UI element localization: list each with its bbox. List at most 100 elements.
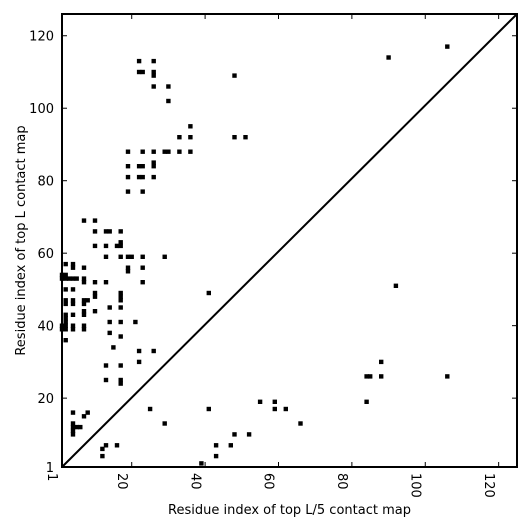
contact-point-top-l <box>63 316 68 321</box>
contact-point-top-l5 <box>70 410 76 415</box>
x-tick-label: 20 <box>114 473 129 490</box>
contact-point-top-l <box>136 164 142 169</box>
diagonal-line <box>61 13 518 468</box>
contact-point-top-l <box>70 301 76 307</box>
contact-point-top-l <box>107 330 112 336</box>
contact-point-top-l5 <box>257 399 263 404</box>
contact-point-top-l <box>81 298 87 303</box>
contact-point-top-l5 <box>379 359 384 365</box>
contact-point-top-l <box>118 254 123 259</box>
contact-point-top-l5 <box>246 432 252 437</box>
contact-point-top-l5 <box>272 399 277 404</box>
contact-point-top-l <box>125 269 131 274</box>
contact-point-top-l <box>103 280 109 285</box>
y-tick-label: 1 <box>46 461 54 476</box>
contact-point-top-l <box>140 69 145 75</box>
contact-point-top-l5 <box>70 421 76 426</box>
contact-point-top-l5 <box>162 421 167 426</box>
contact-point-top-l <box>81 309 87 314</box>
plot-frame <box>61 13 518 468</box>
contact-point-top-l <box>103 229 109 234</box>
contact-point-top-l <box>81 276 87 281</box>
contact-point-top-l <box>63 338 68 343</box>
contact-point-top-l <box>118 229 123 234</box>
contact-point-top-l <box>151 160 156 165</box>
contact-point-top-l <box>92 290 98 296</box>
contact-point-top-l5 <box>103 443 109 448</box>
y-tick-label: 80 <box>37 175 54 190</box>
contact-point-top-l <box>118 298 123 303</box>
contact-point-top-l5 <box>232 432 237 437</box>
contact-point-top-l <box>129 254 134 259</box>
contact-point-top-l <box>70 298 76 303</box>
contact-point-top-l <box>92 294 98 299</box>
contact-point-top-l <box>81 280 87 285</box>
contact-point-top-l <box>103 254 109 259</box>
contact-point-top-l <box>125 164 131 169</box>
contact-point-top-l5 <box>368 374 373 379</box>
contact-point-top-l <box>81 301 87 307</box>
contact-point-top-l <box>177 149 182 154</box>
contact-point-top-l5 <box>78 424 83 430</box>
contact-point-top-l <box>118 334 123 339</box>
contact-point-top-l <box>133 319 138 325</box>
contact-point-top-l <box>151 164 156 169</box>
contact-point-top-l <box>81 312 87 317</box>
contact-point-top-l5 <box>70 424 76 430</box>
contact-point-top-l <box>140 265 145 270</box>
contact-point-top-l <box>140 254 145 259</box>
contact-point-top-l5 <box>85 410 90 415</box>
contact-point-top-l5 <box>114 443 120 448</box>
y-tick-label: 60 <box>37 247 54 262</box>
contact-point-top-l <box>103 363 109 368</box>
contact-point-top-l <box>70 287 76 292</box>
contact-point-top-l5 <box>364 374 369 379</box>
x-tick-label: 80 <box>334 473 349 490</box>
contact-point-top-l <box>63 301 68 307</box>
x-tick-label: 1 <box>44 473 59 481</box>
contact-point-top-l <box>125 149 131 154</box>
contact-point-top-l <box>166 149 171 154</box>
contact-point-top-l <box>125 174 131 180</box>
contact-point-top-l5 <box>81 414 87 419</box>
contact-point-top-l <box>114 243 120 249</box>
contact-point-top-l <box>188 124 193 129</box>
contact-point-top-l <box>103 377 109 383</box>
contact-point-top-l5 <box>100 453 105 459</box>
contact-point-top-l <box>232 73 237 78</box>
x-axis-label: Residue index of top L/5 contact map <box>168 503 411 518</box>
contact-point-top-l <box>63 287 68 292</box>
contact-point-top-l <box>232 135 237 140</box>
contact-point-top-l <box>118 294 123 299</box>
contact-point-top-l <box>81 323 87 328</box>
contact-point-top-l <box>103 243 109 249</box>
contact-point-top-l <box>136 174 142 180</box>
contact-point-top-l <box>118 305 123 310</box>
contact-point-top-l <box>125 265 131 270</box>
contact-point-top-l <box>63 312 68 317</box>
contact-point-top-l5 <box>70 432 76 437</box>
contact-point-top-l5 <box>445 44 450 49</box>
contact-point-top-l5 <box>70 428 76 433</box>
contact-point-top-l <box>118 377 123 383</box>
contact-point-top-l <box>151 58 156 64</box>
y-axis-label: Residue index of top L contact map <box>14 125 29 355</box>
contact-point-top-l <box>243 135 248 140</box>
x-axis: 1 20 40 60 80 100 120 <box>44 14 500 498</box>
contact-point-top-l <box>70 327 76 332</box>
contact-point-top-l5 <box>147 406 153 412</box>
contact-point-top-l <box>140 149 145 154</box>
contact-point-top-l <box>177 135 182 140</box>
contact-point-top-l <box>70 261 76 267</box>
contact-point-top-l <box>125 189 131 194</box>
contact-point-top-l <box>118 240 123 245</box>
contact-point-top-l <box>136 348 142 354</box>
contact-point-top-l <box>70 276 76 281</box>
contact-point-top-l <box>81 265 87 270</box>
contact-point-top-l <box>118 381 123 386</box>
contact-point-top-l <box>151 174 156 180</box>
contact-point-top-l <box>67 276 72 281</box>
contact-point-top-l5 <box>199 461 204 466</box>
contact-point-top-l5 <box>379 374 384 379</box>
